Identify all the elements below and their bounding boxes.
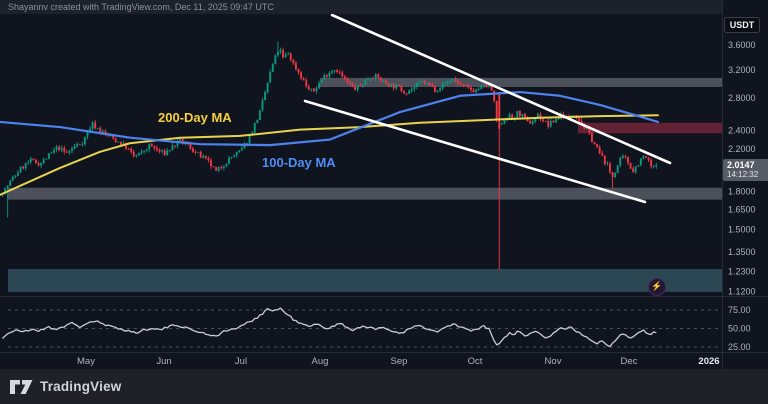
svg-text:1.5000: 1.5000 <box>728 225 756 235</box>
svg-text:75.00: 75.00 <box>728 305 751 315</box>
separators-layer <box>0 0 768 369</box>
ma-200-line <box>0 114 659 196</box>
time-axis-labels: May Jun Jul Aug Sep Oct Nov Dec 2026 <box>77 356 720 367</box>
svg-text:May: May <box>77 356 95 367</box>
emoji-reaction-icon[interactable]: ⚡ <box>648 278 666 296</box>
quote-currency-button[interactable]: USDT <box>724 17 760 33</box>
rsi-axis-labels: 75.00 50.00 25.00 <box>728 305 751 352</box>
price-zones-layer <box>8 77 722 292</box>
svg-text:1.6500: 1.6500 <box>728 205 756 215</box>
svg-text:25.00: 25.00 <box>728 342 751 352</box>
trendlines-layer <box>303 13 672 204</box>
footer-bar: TradingView <box>0 369 768 404</box>
rsi-layer <box>2 307 718 348</box>
svg-text:Nov: Nov <box>545 356 562 367</box>
watermark-bar: Shayannv created with TradingView.com, D… <box>0 0 722 14</box>
svg-text:2.4000: 2.4000 <box>728 126 756 136</box>
svg-text:Jul: Jul <box>235 356 247 367</box>
watermark-text: Shayannv created with TradingView.com, D… <box>8 2 274 12</box>
svg-text:Sep: Sep <box>391 356 408 367</box>
countdown-timer: 14:12:32 <box>727 170 759 179</box>
svg-text:1.1200: 1.1200 <box>728 286 756 296</box>
svg-text:50.00: 50.00 <box>728 324 751 334</box>
svg-text:2026: 2026 <box>698 356 719 367</box>
svg-text:3.6000: 3.6000 <box>728 40 756 50</box>
svg-text:Jun: Jun <box>156 356 171 367</box>
last-price-label: 2.0147 14:12:32 <box>723 159 768 181</box>
last-price-value: 2.0147 <box>727 160 755 170</box>
tradingview-brand-text: TradingView <box>40 379 122 394</box>
svg-text:Dec: Dec <box>621 356 638 367</box>
main-chart[interactable]: 3.6000 3.2000 2.8000 2.4000 2.2000 1.8000 1.65… <box>0 0 768 369</box>
candles-layer <box>1 41 658 270</box>
tradingview-logo-icon[interactable] <box>10 379 33 394</box>
ma200-label: 200-Day MA <box>158 110 232 125</box>
svg-text:1.2300: 1.2300 <box>728 267 756 277</box>
svg-text:3.2000: 3.2000 <box>728 65 756 75</box>
svg-text:2.8000: 2.8000 <box>728 93 756 103</box>
ma-100-line <box>0 90 660 147</box>
svg-text:1.3500: 1.3500 <box>728 247 756 257</box>
svg-text:Oct: Oct <box>468 356 483 367</box>
price-axis-labels: 3.6000 3.2000 2.8000 2.4000 2.2000 1.8000 1.65… <box>728 40 756 296</box>
svg-text:2.2000: 2.2000 <box>728 144 756 154</box>
svg-text:1.8000: 1.8000 <box>728 186 756 196</box>
svg-text:Aug: Aug <box>312 356 329 367</box>
ma100-label: 100-Day MA <box>262 155 336 170</box>
